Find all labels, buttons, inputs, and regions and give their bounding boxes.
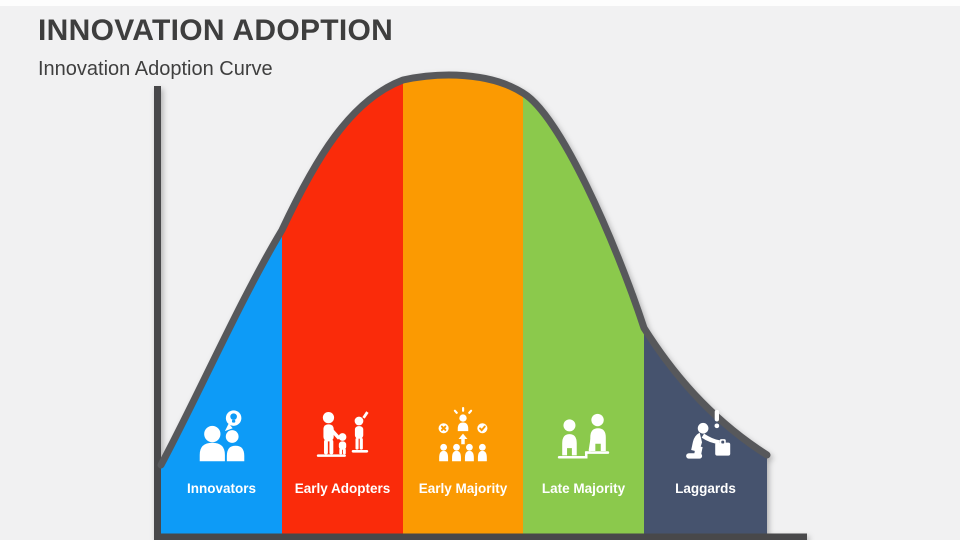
segment-label-early-majority: Early Majority — [418, 481, 508, 496]
segment-area-2 — [403, 75, 523, 534]
segment-innovators: Innovators — [161, 405, 282, 535]
page-subtitle: Innovation Adoption Curve — [38, 58, 273, 80]
segment-area-0 — [161, 230, 282, 534]
two-standing-people-cane-icon — [557, 413, 609, 459]
curve-outline — [157, 71, 771, 469]
lightbulb-glyph — [229, 413, 237, 423]
segment-laggards: Laggards — [644, 405, 767, 535]
segment-late-majority: Late Majority — [523, 405, 644, 535]
page-title: INNOVATION ADOPTION — [38, 14, 394, 47]
segment-area-3 — [523, 93, 644, 534]
segment-label-early-adopters: Early Adopters — [294, 481, 391, 496]
segment-label-laggards: Laggards — [675, 481, 736, 496]
segment-area-1 — [282, 80, 403, 534]
crowd-choice-icon — [438, 406, 488, 462]
check-mark-glyph — [479, 425, 486, 432]
kneeling-person-briefcase-icon — [685, 409, 730, 459]
segment-label-late-majority: Late Majority — [541, 481, 626, 496]
top-edge — [0, 0, 960, 6]
x-axis — [154, 533, 807, 540]
adult-child-waving-person-icon — [316, 411, 369, 457]
segment-early-majority: Early Majority — [403, 405, 523, 535]
y-axis — [154, 86, 161, 540]
segment-early-adopters: Early Adopters — [282, 405, 403, 535]
innovators-people-idea-icon — [199, 410, 244, 462]
briefcase-handle-gap — [720, 440, 724, 444]
x-mark-glyph — [440, 425, 447, 431]
segment-label-innovators: Innovators — [186, 481, 256, 496]
